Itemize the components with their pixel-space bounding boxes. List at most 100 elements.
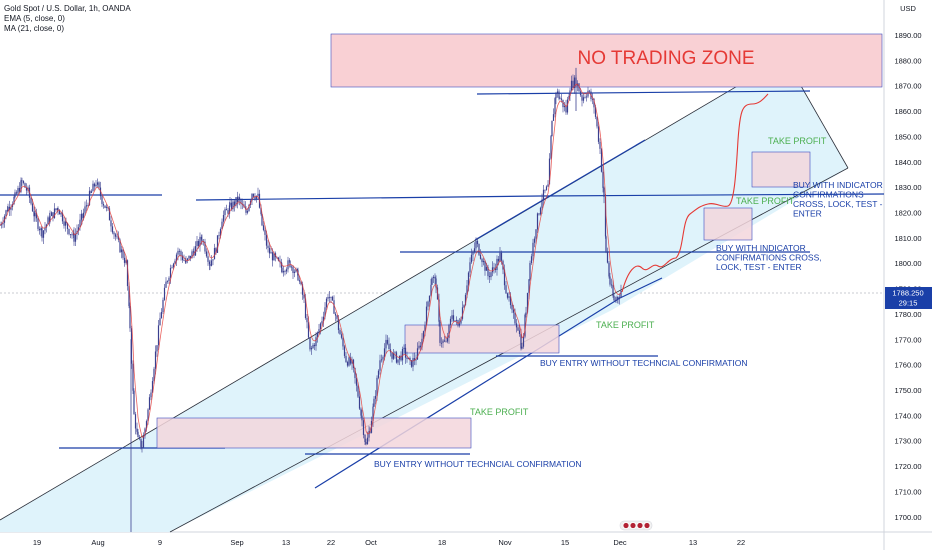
candle-body (165, 281, 167, 288)
candle-body (301, 284, 304, 295)
candle-body (445, 341, 447, 343)
price-tick-label: 1830.00 (894, 183, 921, 192)
legend-ma[interactable]: MA (21, close, 0) (4, 24, 65, 33)
flag-icon (636, 522, 644, 529)
candle-body (599, 141, 601, 149)
candle-body (569, 90, 571, 96)
candle-body (579, 91, 582, 96)
flag-icon (622, 522, 630, 529)
candle-body (618, 297, 621, 299)
price-tick-label: 1870.00 (894, 82, 921, 91)
candle-body (95, 184, 97, 187)
candle-body (233, 201, 236, 206)
candle-body (284, 271, 286, 272)
candle-body (395, 352, 398, 363)
candle-body (493, 267, 495, 269)
candle-body (98, 182, 100, 188)
buy-with-indicator-label: BUY WITH INDICATOR (716, 243, 806, 253)
candle-body (240, 200, 242, 204)
candle-body (144, 428, 146, 436)
candle-body (273, 253, 275, 261)
candle-body (432, 276, 435, 278)
candle-body (616, 297, 618, 300)
candle-body (578, 83, 580, 92)
candle-body (303, 294, 305, 299)
time-tick-label: Aug (91, 538, 104, 547)
candle-body (406, 357, 408, 360)
price-axis[interactable]: USD 1700.00 1710.00 1720.00 1730.00 1740.00 17… (33, 4, 932, 547)
candle-body (464, 294, 467, 306)
candle-body (25, 187, 28, 191)
candle-body (386, 339, 389, 344)
candle-body (42, 230, 45, 238)
candle-body (172, 263, 175, 268)
candle-body (201, 239, 203, 242)
candle-body (96, 182, 99, 185)
price-tick-label: 1730.00 (894, 437, 921, 446)
candle-body (132, 363, 134, 391)
candle-body (111, 226, 114, 233)
candle-body (377, 370, 380, 378)
candle-body (610, 284, 613, 286)
candle-body (346, 362, 349, 366)
candle-body (585, 96, 588, 98)
legend-ema[interactable]: EMA (5, close, 0) (4, 14, 65, 23)
candle-body (443, 340, 446, 342)
candle-body (382, 356, 384, 360)
candle-body (388, 343, 390, 350)
price-tick-label: 1800.00 (894, 259, 921, 268)
candle-body (472, 251, 474, 255)
candle-body (325, 298, 328, 308)
candle-body (257, 193, 259, 196)
candle-body (475, 240, 477, 249)
price-tick-label: 1850.00 (894, 132, 921, 141)
candle-body (424, 325, 426, 332)
candle-body (271, 252, 274, 261)
candle-body (361, 415, 363, 421)
candle-body (119, 239, 121, 253)
candle-body (138, 437, 141, 439)
time-tick-label: Oct (365, 538, 378, 547)
candle-body (470, 254, 473, 263)
candle-body (304, 298, 307, 318)
candle-body (319, 323, 322, 330)
legend-symbol[interactable]: Gold Spot / U.S. Dollar, 1h, OANDA (4, 4, 131, 13)
candle-body (481, 258, 483, 263)
candle-body (65, 221, 67, 223)
candle-body (22, 181, 25, 184)
candle-body (600, 148, 603, 172)
candle-body (594, 107, 597, 117)
candle-body (479, 254, 482, 259)
candle-body (448, 324, 450, 338)
candle-body (487, 267, 489, 277)
candle-body (419, 345, 422, 348)
take-profit-label: TAKE PROFIT (596, 320, 655, 330)
candle-body (581, 95, 583, 101)
candle-body (322, 316, 325, 322)
candle-body (151, 381, 154, 393)
candle-body (572, 80, 574, 89)
candle-body (110, 220, 112, 227)
candle-body (216, 235, 219, 253)
buy-with-indicator-label: CONFIRMATIONS (793, 190, 864, 200)
candle-body (517, 327, 519, 331)
candle-body (229, 202, 231, 206)
candle-body (148, 397, 151, 410)
candle-body (207, 256, 209, 262)
candle-body (427, 301, 429, 307)
position-box (703, 207, 753, 241)
last-price-label: 1788.250 (892, 288, 923, 297)
candle-body (524, 314, 526, 337)
candle-body (57, 208, 59, 211)
candle-body (221, 221, 223, 230)
candle-body (204, 241, 206, 252)
candle-body (31, 203, 34, 212)
candle-body (460, 318, 462, 324)
candle-body (30, 197, 32, 204)
candle-body (113, 232, 115, 235)
candle-body (82, 212, 85, 219)
candle-body (451, 315, 453, 319)
candle-body (104, 205, 106, 208)
candle-body (458, 323, 461, 326)
